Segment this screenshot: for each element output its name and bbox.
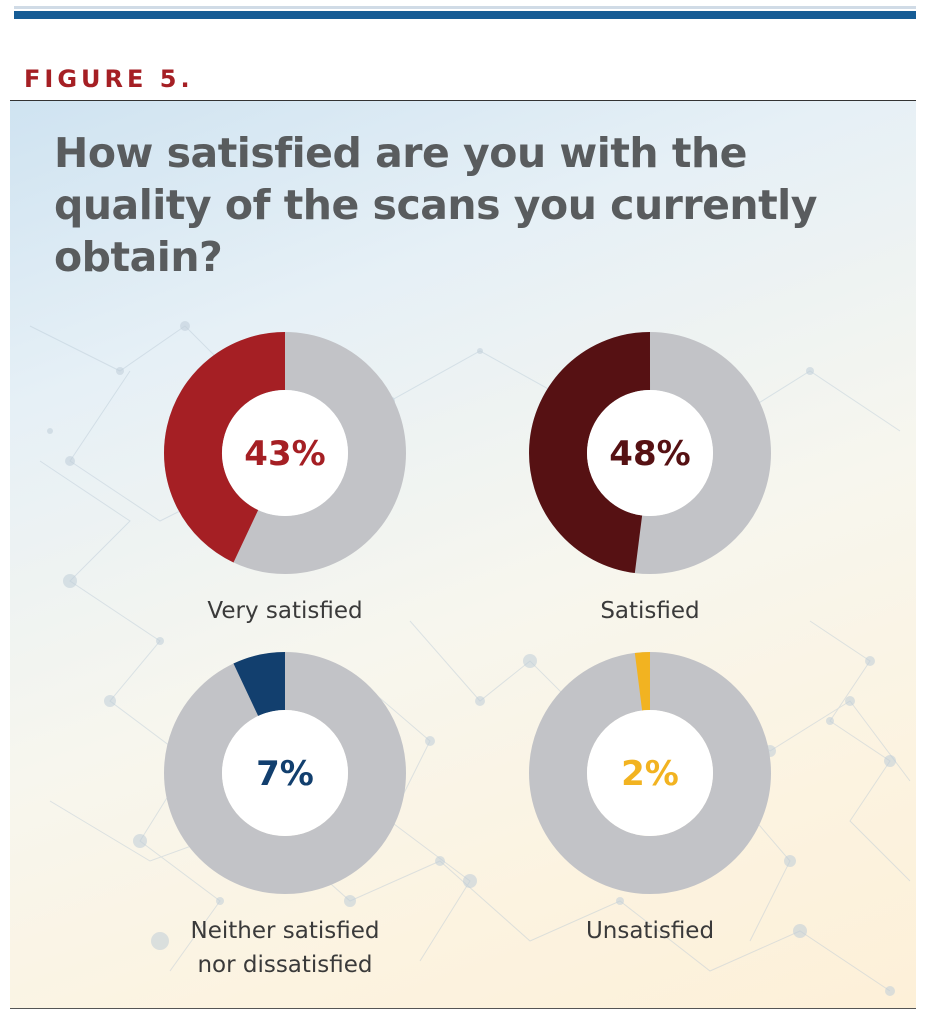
donut-satisfied: 48% Satisfied: [529, 332, 771, 624]
donut-hole-satisfied: [587, 390, 713, 516]
top-rule: [14, 11, 916, 19]
percent-label-very-satisfied: 43%: [244, 434, 325, 474]
category-label-neither-satisfied-nor-dissatisfied: nor dissatisfied: [197, 952, 372, 978]
figure-label: FIGURE 5.: [24, 65, 194, 93]
percent-label-unsatisfied: 2%: [621, 754, 679, 794]
category-label-neither-satisfied-nor-dissatisfied: Neither satisfied: [191, 918, 380, 944]
donut-very-satisfied: 43% Very satisfied: [164, 332, 406, 624]
top-rule-light: [14, 6, 916, 9]
donut-segment-unsatisfied: [634, 652, 651, 711]
donut-hole-unsatisfied: [587, 710, 713, 836]
donut-hole-very-satisfied: [222, 390, 348, 516]
donut-charts: 43% Very satisfied 48% Satisfied 7% Neither s…: [164, 332, 771, 978]
chart-title: How satisfied are you with the quality o…: [54, 129, 817, 281]
category-label-unsatisfied: Unsatisfied: [586, 918, 714, 944]
donut-segment-satisfied: [529, 332, 652, 574]
category-label-satisfied: Satisfied: [600, 598, 699, 624]
percent-label-neither-satisfied-nor-dissatisfied: 7%: [256, 754, 314, 794]
donut-unsatisfied: 2% Unsatisfied: [529, 652, 771, 944]
donut-segment-very-satisfied: [164, 332, 287, 563]
figure-panel: How satisfied are you with the quality o…: [10, 100, 916, 1009]
donut-hole-neither-satisfied-nor-dissatisfied: [222, 710, 348, 836]
percent-label-satisfied: 48%: [609, 434, 690, 474]
donut-segment-neither-satisfied-nor-dissatisfied: [233, 652, 287, 717]
category-label-very-satisfied: Very satisfied: [207, 598, 362, 624]
donut-neither-satisfied-nor-dissatisfied: 7% Neither satisfied nor dissatisfied: [164, 652, 406, 978]
